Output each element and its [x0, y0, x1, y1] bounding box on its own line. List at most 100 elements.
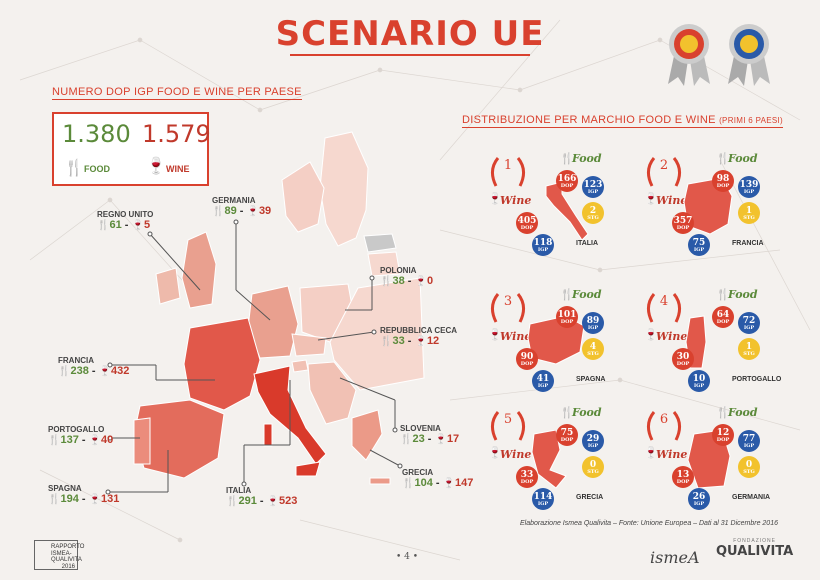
map-greece [351, 409, 383, 461]
country-name: POLONIA [380, 266, 417, 275]
wine-count: 131 [101, 493, 120, 505]
rank-number: 5 [503, 412, 513, 427]
wine-count: 523 [279, 495, 298, 507]
wine-count: 432 [111, 365, 130, 377]
country-name: REGNO UNITO [97, 210, 154, 219]
report-line2: ISMEA-QUALIVITA [51, 550, 82, 564]
food-word: Food [572, 152, 602, 165]
food-count: 38 [392, 275, 405, 287]
left-section-title: NUMERO DOP IGP FOOD E WINE PER PAESE [52, 86, 302, 100]
cutlery-icon: 🍴 [716, 407, 730, 419]
country-panel-spagna: 3 🍴 Food 🍷 Wine 101 DOP 89 IGP 4 STG 90 DOP … [484, 286, 634, 396]
laurel-icon [491, 293, 525, 323]
country-name: REPUBBLICA CECA [380, 326, 458, 335]
food-dop-badge: 101 DOP [556, 306, 578, 328]
wine-glass-icon: 🍷 [88, 435, 102, 446]
wine-word: Wine [656, 330, 688, 343]
cutlery-icon: 🍴 [716, 153, 730, 165]
food-igp-badge: 89 IGP [582, 312, 604, 334]
food-dop-badge: 12 DOP [712, 424, 734, 446]
food-dop-badge: 64 DOP [712, 306, 734, 328]
wine-glass-icon: 🍷 [644, 447, 658, 459]
wine-count: 39 [258, 205, 272, 217]
food-count: 89 [224, 205, 237, 217]
dop-seal-icon [668, 24, 710, 86]
right-section-title: DISTRIBUZIONE PER MARCHIO FOOD E WINE (P… [462, 114, 784, 128]
wine-count: 5 [143, 219, 151, 231]
rank-number: 2 [659, 158, 669, 173]
rank-number: 1 [503, 158, 513, 173]
label-italia: ITALIA 🍴291 - 🍷523 [226, 486, 298, 507]
wine-igp-badge: 10 IGP [688, 370, 710, 392]
wine-igp-badge: 26 IGP [688, 488, 710, 510]
food-word: Food [572, 406, 602, 419]
cutlery-icon: 🍴 [716, 289, 730, 301]
wine-glass-icon: 🍷 [146, 158, 166, 175]
map-portugal [133, 417, 151, 465]
food-dop-badge: 166 DOP [556, 170, 578, 192]
food-count: 291 [238, 495, 257, 507]
map-slovenia [291, 359, 309, 373]
country-name: ITALIA [576, 240, 599, 247]
country-name: SPAGNA [48, 484, 82, 493]
source-note: Elaborazione Ismea Qualivita – Fonte: Un… [520, 520, 778, 527]
cutlery-icon: 🍴 [212, 206, 225, 217]
wine-igp-badge: 41 IGP [532, 370, 554, 392]
label-spagna: SPAGNA 🍴194 - 🍷131 [48, 484, 120, 505]
food-stg-badge: 1 STG [738, 338, 760, 360]
food-total: 1.380 [62, 120, 131, 148]
cutlery-icon: 🍴 [97, 220, 110, 231]
food-dop-badge: 98 DOP [712, 170, 734, 192]
food-word: Food [728, 152, 758, 165]
wine-igp-badge: 114 IGP [532, 488, 554, 510]
country-panel-grecia: 5 🍴 Food 🍷 Wine 75 DOP 29 IGP 0 STG 33 DOP 1… [484, 404, 634, 514]
label-regno-unito: REGNO UNITO 🍴61 - 🍷5 [97, 210, 154, 231]
food-count: 23 [412, 433, 425, 445]
food-stg-badge: 1 STG [738, 202, 760, 224]
country-name: PORTOGALLO [48, 425, 105, 434]
cutlery-icon: 🍴 [560, 289, 574, 301]
wine-igp-badge: 118 IGP [532, 234, 554, 256]
food-count: 137 [60, 434, 79, 446]
wine-glass-icon: 🍷 [414, 276, 427, 287]
wine-dop-badge: 357 DOP [672, 212, 694, 234]
country-name: GERMANIA [212, 196, 256, 205]
label-grecia: GRECIA 🍴104 - 🍷147 [402, 468, 474, 489]
country-name: SLOVENIA [400, 424, 441, 433]
cutlery-icon: 🍴 [64, 160, 84, 177]
laurel-icon [647, 157, 681, 187]
igp-seal-icon [728, 24, 770, 86]
rank-number: 4 [659, 294, 669, 309]
wine-glass-icon: 🍷 [488, 193, 502, 205]
map-uk [181, 231, 217, 309]
wine-word: Wine [656, 448, 688, 461]
laurel-icon [491, 411, 525, 441]
report-year: 2016 [61, 563, 75, 570]
title-underline [290, 54, 530, 56]
food-stg-badge: 0 STG [738, 456, 760, 478]
label-portogallo: PORTOGALLO 🍴137 - 🍷40 [48, 425, 114, 446]
wine-dop-badge: 90 DOP [516, 348, 538, 370]
wine-igp-badge: 75 IGP [688, 234, 710, 256]
food-count: 194 [60, 493, 79, 505]
wine-count: 0 [426, 275, 434, 287]
wine-glass-icon: 🍷 [98, 366, 112, 377]
report-line1: RAPPORTO [51, 544, 85, 550]
right-section-title-main: DISTRIBUZIONE PER MARCHIO FOOD E WINE [462, 114, 716, 126]
wine-glass-icon: 🍷 [266, 496, 280, 507]
map-czech [291, 333, 327, 357]
food-stg-badge: 0 STG [582, 456, 604, 478]
laurel-icon [647, 293, 681, 323]
cutlery-icon: 🍴 [380, 276, 393, 287]
food-count: 238 [70, 365, 89, 377]
label-germania: GERMANIA 🍴89 - 🍷39 [212, 196, 272, 217]
food-igp-badge: 29 IGP [582, 430, 604, 452]
page-number: • 4 • [396, 552, 419, 562]
laurel-icon [647, 411, 681, 441]
qualivita-small: FONDAZIONE [733, 538, 776, 544]
wine-count: 40 [101, 434, 114, 446]
wine-glass-icon: 🍷 [246, 206, 259, 217]
laurel-icon [491, 157, 525, 187]
country-name: ITALIA [226, 486, 252, 495]
rank-number: 6 [659, 412, 669, 427]
